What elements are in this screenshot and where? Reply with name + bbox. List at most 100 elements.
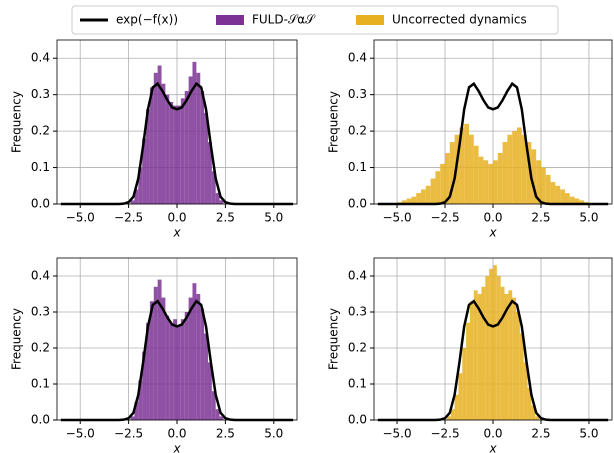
histogram-bar (200, 91, 205, 204)
histogram-bar (401, 200, 407, 204)
histogram-bar (204, 112, 208, 204)
subplot: 0.0 0.1 0.2 0.3 0.4 −5.0 −2.5 0.0 2.5 5.0 x Frequen… (10, 39, 298, 240)
subplot: 0.0 0.1 0.2 0.3 0.4 −5.0 −2.5 0.0 2.5 5.0 x Frequen… (327, 257, 613, 453)
histogram-bar (469, 301, 474, 420)
histogram-bar (574, 198, 580, 204)
histogram-bar (536, 160, 541, 204)
x-tick-label: 0.0 (167, 211, 186, 225)
y-tick-label: 0.1 (31, 377, 50, 391)
x-tick-label: 5.0 (579, 211, 598, 225)
histogram-bar (177, 326, 181, 420)
histogram-bar (138, 380, 143, 420)
histogram-bar (196, 72, 201, 204)
histogram-bar (165, 94, 170, 204)
histogram-bar (161, 83, 166, 204)
histogram-bar (507, 134, 513, 204)
histogram-bar (169, 322, 174, 420)
histogram-bar (157, 65, 162, 204)
legend-label: Uncorrected dynamics (392, 13, 527, 27)
histogram-bar (188, 297, 193, 420)
x-tick-label: 5.0 (264, 427, 283, 441)
histogram-bar (527, 387, 532, 420)
y-tick-label: 0.2 (348, 341, 367, 355)
histogram-bar (496, 276, 501, 420)
histogram-bar (421, 189, 426, 204)
density-line (60, 299, 294, 422)
x-tick-label: 2.5 (531, 427, 550, 441)
x-axis-label: x (172, 442, 181, 453)
x-axis-label: x (172, 226, 181, 240)
x-tick-label: 5.0 (579, 427, 598, 441)
histogram-bar (469, 134, 474, 204)
subplot: 0.0 0.1 0.2 0.3 0.4 −5.0 −2.5 0.0 2.5 5.0 x Frequen… (327, 39, 613, 240)
histogram-bar (219, 416, 224, 420)
histogram-bar (207, 142, 212, 204)
y-tick-label: 0.3 (31, 87, 50, 101)
histogram-bar (478, 156, 484, 204)
histogram-bar (483, 160, 489, 204)
histogram-bar (489, 268, 493, 420)
histogram-bar (188, 76, 193, 204)
histogram-bar (211, 171, 216, 204)
histogram-bar (477, 294, 482, 420)
x-tick-label: 5.0 (264, 211, 283, 225)
legend-label: FULD-𝒮α𝒮 (252, 13, 316, 27)
histogram-bar (446, 416, 451, 420)
histogram-bar (464, 123, 470, 204)
legend: exp(−f(x)) FULD-𝒮α𝒮 Uncorrected dynamics (71, 5, 559, 35)
x-tick-label: −2.5 (114, 211, 143, 225)
x-axis-label: x (488, 226, 497, 240)
histogram-bar (512, 297, 517, 420)
x-tick-label: −5.0 (66, 427, 95, 441)
histogram-bar (196, 294, 201, 420)
histogram-bar (184, 312, 189, 420)
histogram-bar (411, 196, 417, 204)
y-tick-label: 0.4 (31, 269, 50, 283)
histogram-bar (146, 322, 150, 420)
histogram-bar (149, 87, 154, 204)
axes-frame (56, 257, 298, 421)
histogram-bar (512, 131, 517, 204)
histogram-bar (526, 142, 532, 204)
y-axis-label: Frequency (10, 91, 24, 153)
histogram-bar (545, 174, 551, 204)
legend-swatch (216, 15, 244, 25)
histogram-bar (134, 189, 139, 204)
histogram-bar (180, 98, 185, 204)
histogram-bar (192, 283, 197, 420)
legend-label: exp(−f(x)) (116, 13, 178, 27)
histogram-bar (406, 198, 412, 204)
x-tick-label: 0.0 (167, 427, 186, 441)
histogram-bar (177, 105, 181, 204)
histogram-bar (555, 185, 561, 204)
y-tick-label: 0.3 (31, 305, 50, 319)
histogram-bar (560, 189, 565, 204)
histogram-bar (192, 61, 197, 204)
density-line (377, 299, 609, 422)
x-tick-label: 2.5 (216, 427, 235, 441)
histogram-bar (569, 196, 575, 204)
y-tick-label: 0.0 (31, 197, 50, 211)
y-tick-label: 0.3 (348, 305, 367, 319)
histogram-bar (204, 333, 208, 420)
x-tick-label: 2.5 (531, 211, 550, 225)
histogram-bar (493, 265, 497, 420)
histogram-bar (180, 319, 185, 420)
histogram-bar (169, 101, 174, 204)
histogram-bar (425, 185, 431, 204)
density-line (377, 81, 609, 206)
density-line (60, 81, 294, 206)
histogram-bar (531, 149, 537, 204)
legend-box (71, 5, 559, 35)
histogram-bar (488, 163, 493, 204)
histogram-bar (481, 286, 486, 420)
histogram-bar (430, 178, 436, 204)
axes-frame (373, 39, 613, 205)
histogram-bar (161, 297, 166, 420)
histogram-bar (149, 301, 154, 420)
histogram-bar (153, 72, 158, 204)
histogram-bar (207, 362, 212, 420)
histogram-bar (130, 416, 135, 420)
histogram-bar (523, 362, 528, 420)
